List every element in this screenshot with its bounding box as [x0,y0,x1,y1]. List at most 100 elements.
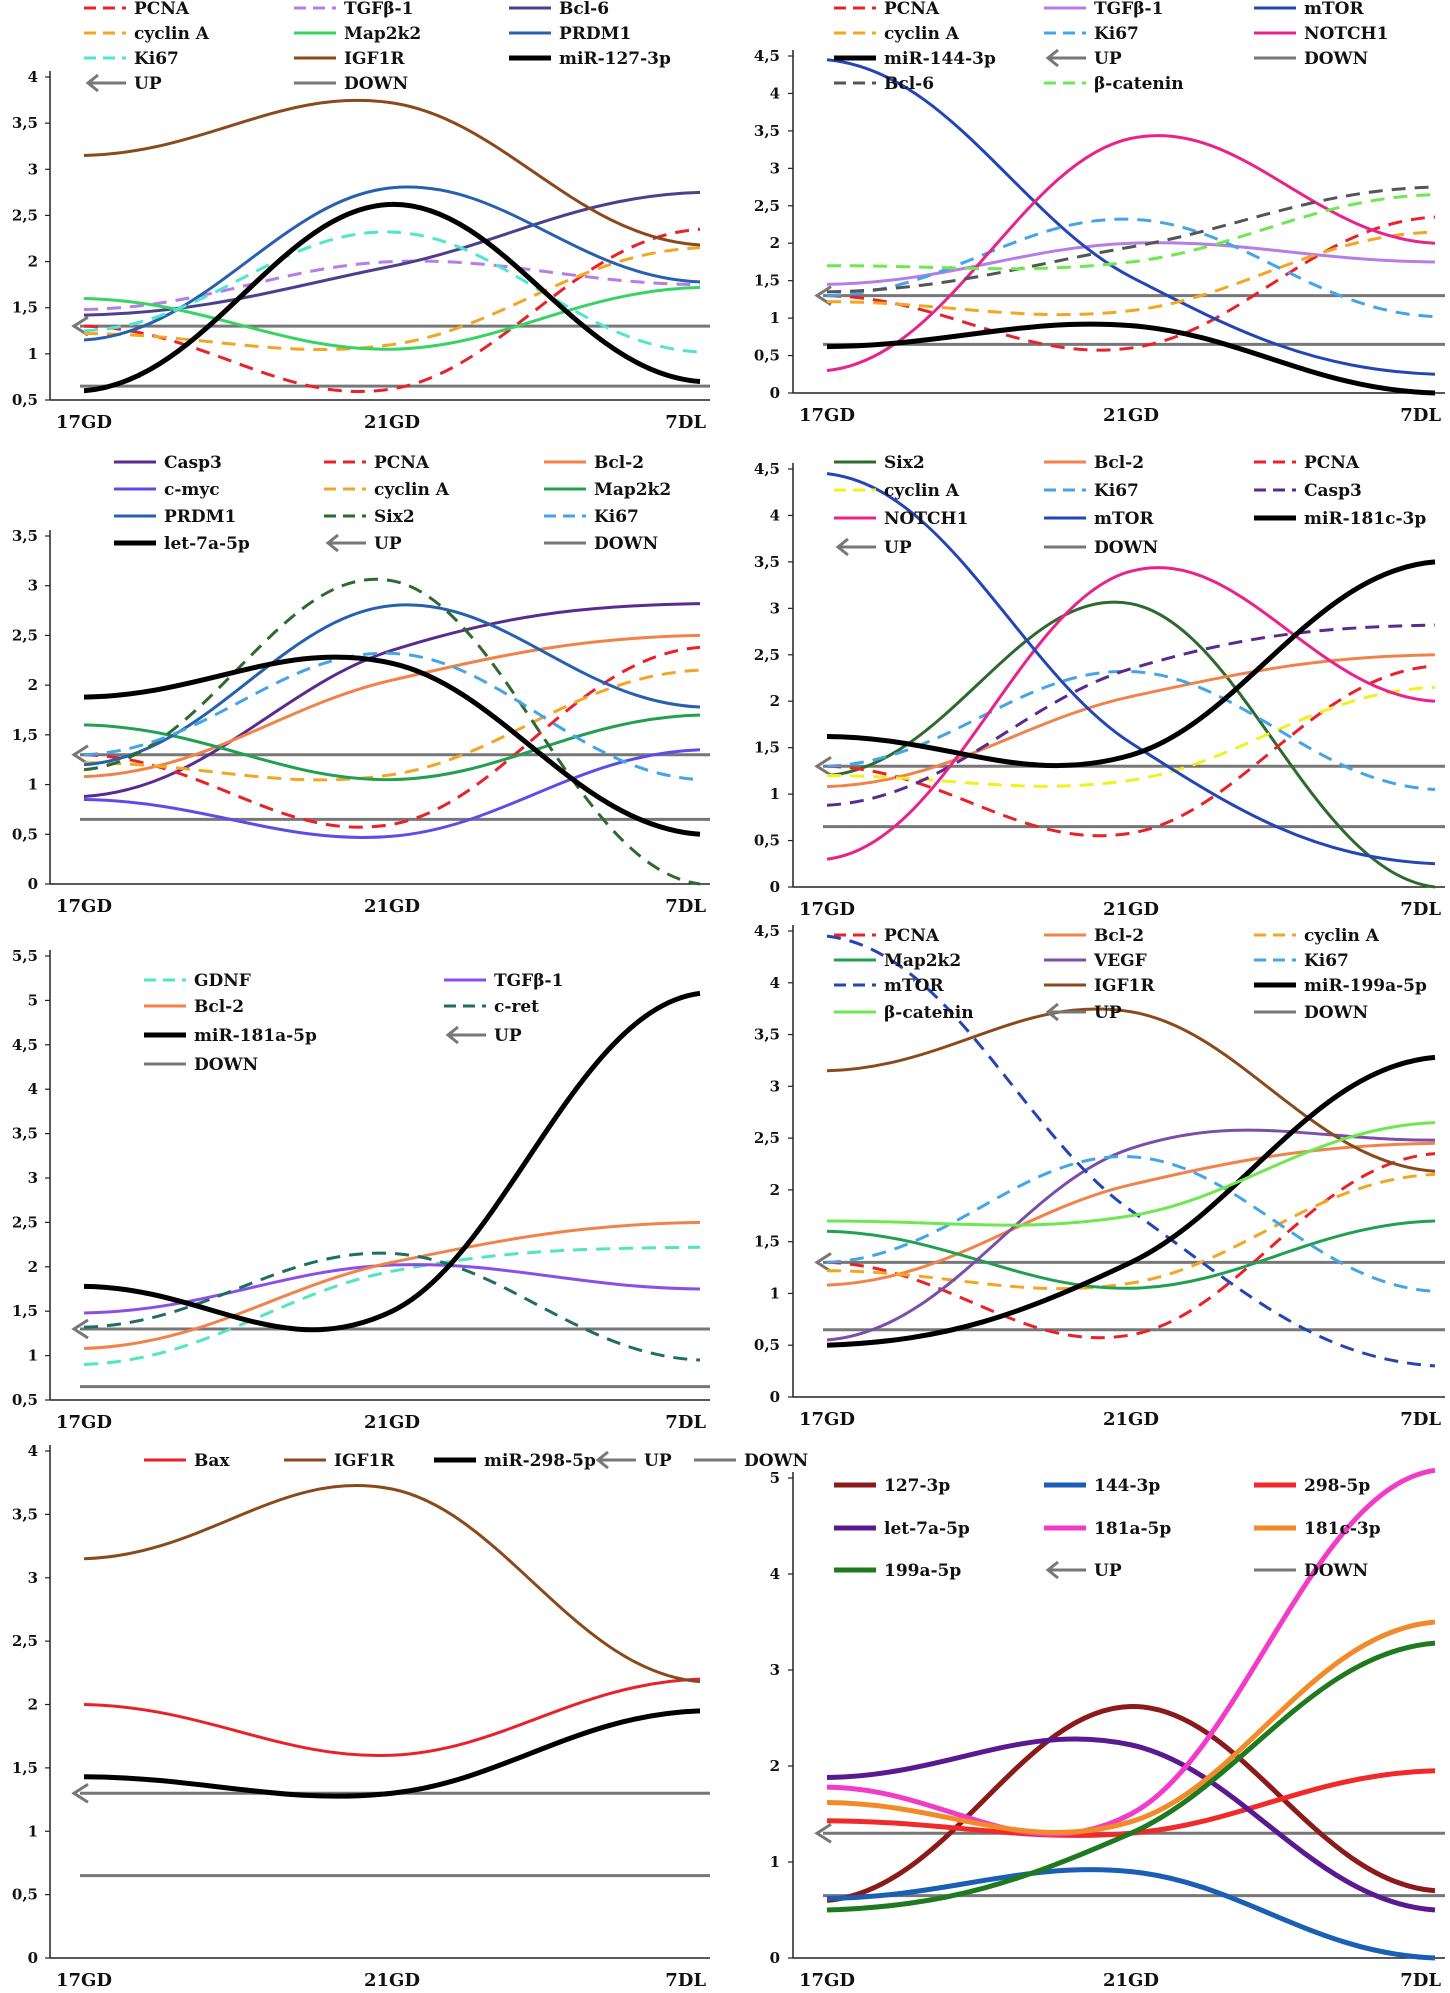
legend-label: IGF1R [344,49,405,69]
legend-item-mir-181c-3p: miR-181c-3p [1254,509,1426,529]
chart-panel-c: 0 0,5 1 1,5 2 2,5 3 3,5 17GD 21GD 7DL Casp3 PCNA Bcl-… [12,453,710,917]
y-tick-label: 3 [28,1569,38,1587]
legend-label: miR-144-3p [884,49,996,69]
y-tick-label: 4 [770,1565,780,1583]
y-tick-label: 2,5 [12,1632,38,1650]
legend-label: miR-127-3p [559,49,671,69]
legend-up-arrow-icon [835,537,876,557]
chart-panel-d: 0 0,5 1 1,5 2 2,5 3 3,5 4 4,5 17GD 21GD 7DL Six2 Bcl-2… [754,453,1445,920]
legend-label: NOTCH1 [884,509,968,529]
chart-panel-h: 0 1 2 3 4 5 17GD 21GD 7DL 127-3p 144-3p 298-5p let-7… [770,1467,1445,1991]
legend-item-down: DOWN [544,534,658,554]
legend-item-notch1: NOTCH1 [834,509,968,529]
y-tick-label: 3 [770,599,780,617]
legend-label: UP [134,74,162,94]
y-tick-label: 1,5 [12,1759,38,1777]
legend-item-down: DOWN [294,74,408,94]
legend-label: PRDM1 [559,24,631,44]
legend-label: Bcl-6 [884,74,934,94]
x-tick-label: 21GD [364,1412,420,1433]
series-line-cyclin-a [826,685,1436,788]
series-line-prdm1 [83,603,701,767]
legend-label: Six2 [884,453,925,473]
legend-label: PCNA [1304,453,1360,473]
series-line-tgfbeta-1 [83,259,701,312]
legend-label: VEGF [1093,951,1147,971]
legend-item-casp3: Casp3 [1254,481,1362,501]
y-tick-label: 0,5 [12,1391,38,1409]
x-tick-label: 21GD [364,896,420,917]
legend-item-up: UP [1045,48,1122,69]
legend-label: NOTCH1 [1304,24,1388,44]
x-tick-label: 21GD [364,412,420,433]
y-tick-label: 1,5 [12,726,38,744]
legend-item-up: UP [595,1450,672,1471]
series-line-bcl-2 [83,1220,701,1350]
legend-label: UP [644,1451,672,1471]
legend-item-down: DOWN [1044,538,1158,558]
x-tick-label: 21GD [1103,899,1159,920]
y-tick-label: 2 [28,1258,38,1276]
legend-label: Bax [194,1451,230,1471]
y-tick-label: 3 [770,1077,780,1095]
series-line-prdm1 [83,185,701,342]
chart-panel-g: 0 0,5 1 1,5 2 2,5 3 3,5 4 17GD 21GD 7DL Bax IGF1R miR-… [12,1442,808,1991]
legend-up-arrow-icon [1045,1560,1086,1580]
legend-up-arrow-icon [1045,48,1086,68]
series-line-c-myc [83,748,701,839]
y-tick-label: 1,5 [12,1302,38,1320]
x-tick-label: 17GD [56,1970,112,1991]
legend-item-pcna: PCNA [324,453,430,473]
legend-label: Casp3 [1304,481,1362,501]
up-arrow-icon [71,315,89,337]
y-tick-label: 3,5 [12,114,38,132]
series-line-c-ret [83,1251,701,1362]
x-tick-label: 7DL [1400,405,1441,426]
legend-label: β-catenin [1094,74,1184,94]
legend-item-298-5p: 298-5p [1254,1476,1370,1496]
legend-item-six2: Six2 [834,453,925,473]
legend-item-mir-298-5p: miR-298-5p [434,1451,596,1471]
y-tick-label: 4 [28,68,38,86]
legend-item-cyclin-a: cyclin A [834,24,960,44]
x-tick-label: 17GD [799,899,855,920]
legend-label: DOWN [1304,49,1368,69]
y-tick-label: 3 [28,160,38,178]
series-line-pcna [826,664,1436,838]
legend-label: Map2k2 [884,951,961,971]
y-tick-label: 1,5 [12,299,38,317]
series-line-cyclin-a [83,668,701,782]
y-tick-label: 3,5 [754,1026,780,1044]
legend-label: cyclin A [1304,926,1380,946]
legend-item-notch1: NOTCH1 [1254,24,1388,44]
x-tick-label: 7DL [1400,1970,1441,1991]
legend-item-cyclin-a: cyclin A [324,480,450,500]
series-line-mir-181c-3p [826,559,1436,769]
y-tick-label: 1 [28,345,38,363]
y-tick-label: 2 [770,1757,780,1775]
y-tick-label: 3,5 [12,527,38,545]
legend-label: cyclin A [374,480,450,500]
y-tick-label: 1,5 [754,1233,780,1251]
legend-label: cyclin A [134,24,210,44]
legend-item-bax: Bax [144,1451,230,1471]
series-line-181a-5p [826,1467,1436,1837]
legend-label: TGFβ-1 [494,971,563,991]
legend-label: UP [374,534,402,554]
y-tick-label: 2,5 [754,646,780,664]
y-tick-label: 0 [770,1388,780,1406]
legend-label: miR-181a-5p [194,1026,317,1046]
legend-label: 199a-5p [884,1561,961,1581]
legend-label: DOWN [594,534,658,554]
legend-item-mtor: mTOR [1044,509,1154,529]
x-tick-label: 21GD [1103,1409,1159,1430]
y-tick-label: 3 [770,159,780,177]
legend-label: DOWN [744,1451,808,1471]
legend-item-pcna: PCNA [84,0,190,19]
legend-label: 181c-3p [1304,1519,1381,1539]
series-line-bcl-2 [83,633,701,779]
y-tick-label: 0 [770,384,780,402]
series-line-bcl-6 [83,190,701,317]
y-tick-label: 1 [770,309,780,327]
series-line-pcna [83,227,701,393]
